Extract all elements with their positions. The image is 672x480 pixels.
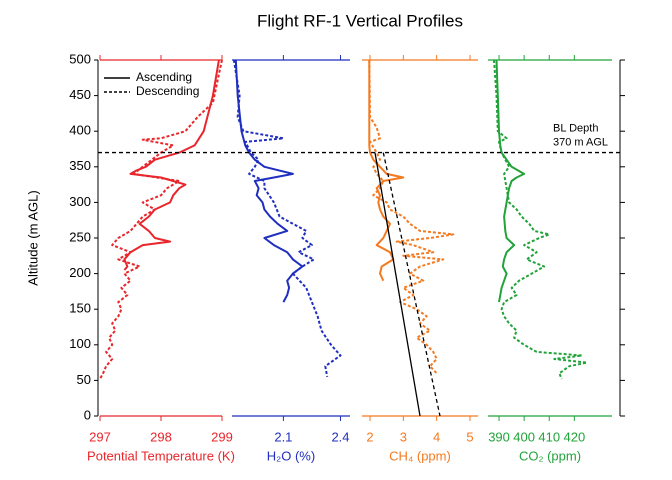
profile-line <box>234 59 304 303</box>
y-tick-label: 250 <box>69 229 91 244</box>
x-axis-label: Potential Temperature (K) <box>87 448 235 463</box>
y-tick-label: 500 <box>69 51 91 66</box>
x-tick-label: 420 <box>563 429 585 444</box>
x-tick-label: 3 <box>400 429 407 444</box>
profile-line <box>123 59 220 271</box>
y-tick-label: 350 <box>69 158 91 173</box>
y-tick-label: 200 <box>69 265 91 280</box>
legend-label: Ascending <box>136 70 192 84</box>
annotation: BL Depth <box>553 122 598 134</box>
x-tick-label: 299 <box>211 429 233 444</box>
y-axis-label: Altitude (m AGL) <box>25 190 40 285</box>
x-axis-label: H₂O (%) <box>267 448 315 463</box>
profile-line <box>493 59 588 380</box>
y-tick-label: 100 <box>69 336 91 351</box>
x-axis-label: CO₂ (ppm) <box>519 448 581 463</box>
x-axis-label: CH₄ (ppm) <box>389 448 451 463</box>
x-tick-label: 4 <box>433 429 440 444</box>
x-tick-label: 390 <box>488 429 510 444</box>
profile-line <box>382 152 441 417</box>
profile-line <box>495 59 526 303</box>
x-tick-label: 400 <box>513 429 535 444</box>
profile-line <box>368 60 405 282</box>
profile-line <box>368 59 455 374</box>
y-tick-label: 0 <box>84 407 91 422</box>
profile-line <box>99 59 223 380</box>
x-tick-label: 5 <box>466 429 473 444</box>
y-tick-label: 50 <box>77 372 91 387</box>
y-tick-label: 150 <box>69 301 91 316</box>
profile-line <box>374 152 421 417</box>
y-tick-label: 450 <box>69 87 91 102</box>
x-tick-label: 2.4 <box>331 429 349 444</box>
profile-line <box>232 59 342 377</box>
annotation: 370 m AGL <box>553 136 608 148</box>
legend-label: Descending <box>136 84 199 98</box>
x-tick-label: 297 <box>89 429 111 444</box>
y-tick-label: 400 <box>69 123 91 138</box>
x-tick-label: 410 <box>538 429 560 444</box>
x-tick-label: 2 <box>366 429 373 444</box>
x-tick-label: 2.1 <box>274 429 292 444</box>
chart-title: Flight RF-1 Vertical Profiles <box>257 11 463 30</box>
x-tick-label: 298 <box>150 429 172 444</box>
y-tick-label: 300 <box>69 194 91 209</box>
